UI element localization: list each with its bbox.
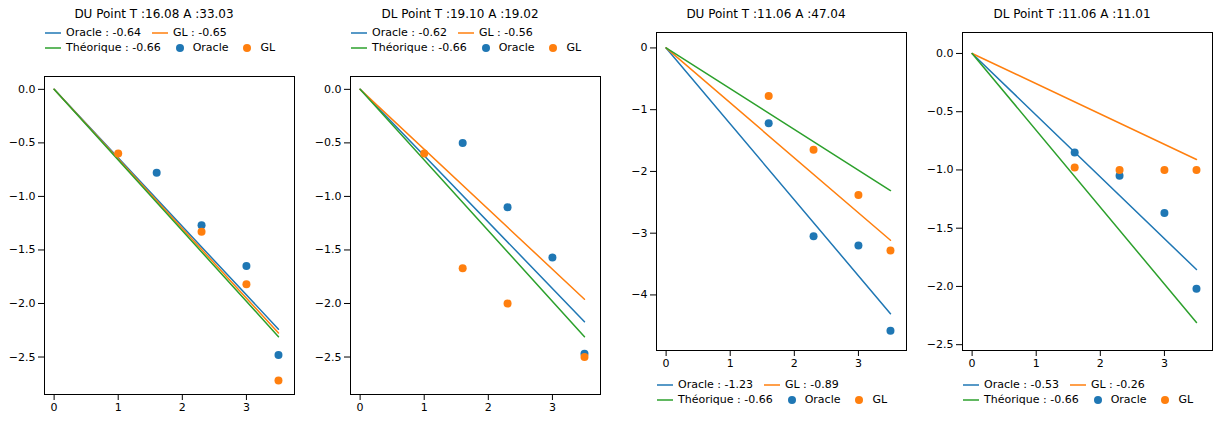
html-text:GL: GL: [872, 393, 888, 406]
svg-text:−1.0: −1.0: [315, 190, 342, 203]
svg-text:−1.5: −1.5: [927, 222, 954, 235]
html-text:Théorique : -0.66: Théorique : -0.66: [984, 393, 1079, 406]
svg-text:2: 2: [179, 401, 186, 414]
svg-text:0: 0: [357, 401, 364, 414]
html-text:Théorique : -0.66: Théorique : -0.66: [372, 41, 467, 54]
html-text:Oracle: Oracle: [498, 41, 535, 54]
html-text:Oracle: Oracle: [192, 41, 229, 54]
svg-text:1: 1: [1033, 357, 1040, 370]
svg-text:−2.5: −2.5: [927, 338, 954, 351]
svg-text:−2.0: −2.0: [9, 297, 36, 310]
svg-text:2: 2: [485, 401, 492, 414]
html-text:GL : -0.89: GL : -0.89: [785, 378, 839, 391]
svg-text:−2.0: −2.0: [315, 297, 342, 310]
html-text:GL : -0.56: GL : -0.56: [479, 26, 533, 39]
svg-text:−0.5: −0.5: [315, 136, 342, 149]
svg-text:−0.5: −0.5: [927, 105, 954, 118]
svg-text:3: 3: [549, 401, 556, 414]
svg-text:−2.5: −2.5: [9, 351, 36, 364]
html-text:Oracle : -0.62: Oracle : -0.62: [372, 26, 447, 39]
html-text:Oracle: Oracle: [1110, 393, 1147, 406]
html-text:GL: GL: [260, 41, 276, 54]
svg-text:−0.5: −0.5: [9, 136, 36, 149]
html-text:Oracle : -0.64: Oracle : -0.64: [66, 26, 141, 39]
svg-text:1: 1: [727, 357, 734, 370]
html-text:Oracle : -0.53: Oracle : -0.53: [984, 378, 1059, 391]
svg-text:0: 0: [663, 357, 670, 370]
html-text:GL: GL: [566, 41, 582, 54]
html-text:DL Point T :19.10 A :19.02: DL Point T :19.10 A :19.02: [381, 7, 539, 21]
svg-text:−1.5: −1.5: [9, 243, 36, 256]
svg-text:−1.0: −1.0: [9, 190, 36, 203]
html-text:GL : -0.65: GL : -0.65: [173, 26, 227, 39]
html-text:DU Point T :11.06 A :47.04: DU Point T :11.06 A :47.04: [686, 7, 846, 21]
svg-text:−3: −3: [631, 227, 647, 240]
svg-text:0.0: 0.0: [18, 83, 36, 96]
svg-text:2: 2: [791, 357, 798, 370]
html-text:DL Point T :11.06 A :11.01: DL Point T :11.06 A :11.01: [993, 7, 1151, 21]
html-text:Oracle : -1.23: Oracle : -1.23: [678, 378, 753, 391]
html-text:GL : -0.26: GL : -0.26: [1091, 378, 1145, 391]
svg-text:1: 1: [115, 401, 122, 414]
svg-text:3: 3: [1161, 357, 1168, 370]
svg-text:−1.5: −1.5: [315, 243, 342, 256]
svg-text:0: 0: [641, 41, 648, 54]
svg-text:2: 2: [1097, 357, 1104, 370]
svg-text:−2.5: −2.5: [315, 351, 342, 364]
svg-text:0.0: 0.0: [936, 47, 954, 60]
svg-text:0.0: 0.0: [324, 83, 342, 96]
svg-text:−4: −4: [631, 288, 647, 301]
html-text:DU Point T :16.08 A :33.03: DU Point T :16.08 A :33.03: [74, 7, 234, 21]
svg-text:−1.0: −1.0: [927, 163, 954, 176]
svg-text:−2: −2: [631, 165, 647, 178]
html-text:Théorique : -0.66: Théorique : -0.66: [66, 41, 161, 54]
svg-text:0: 0: [51, 401, 58, 414]
svg-text:3: 3: [243, 401, 250, 414]
html-text:Oracle: Oracle: [804, 393, 841, 406]
html-text:Théorique : -0.66: Théorique : -0.66: [678, 393, 773, 406]
html-text:GL: GL: [1178, 393, 1194, 406]
svg-text:0: 0: [969, 357, 976, 370]
svg-text:−2.0: −2.0: [927, 280, 954, 293]
svg-text:−1: −1: [631, 103, 647, 116]
svg-text:3: 3: [855, 357, 862, 370]
svg-text:1: 1: [421, 401, 428, 414]
